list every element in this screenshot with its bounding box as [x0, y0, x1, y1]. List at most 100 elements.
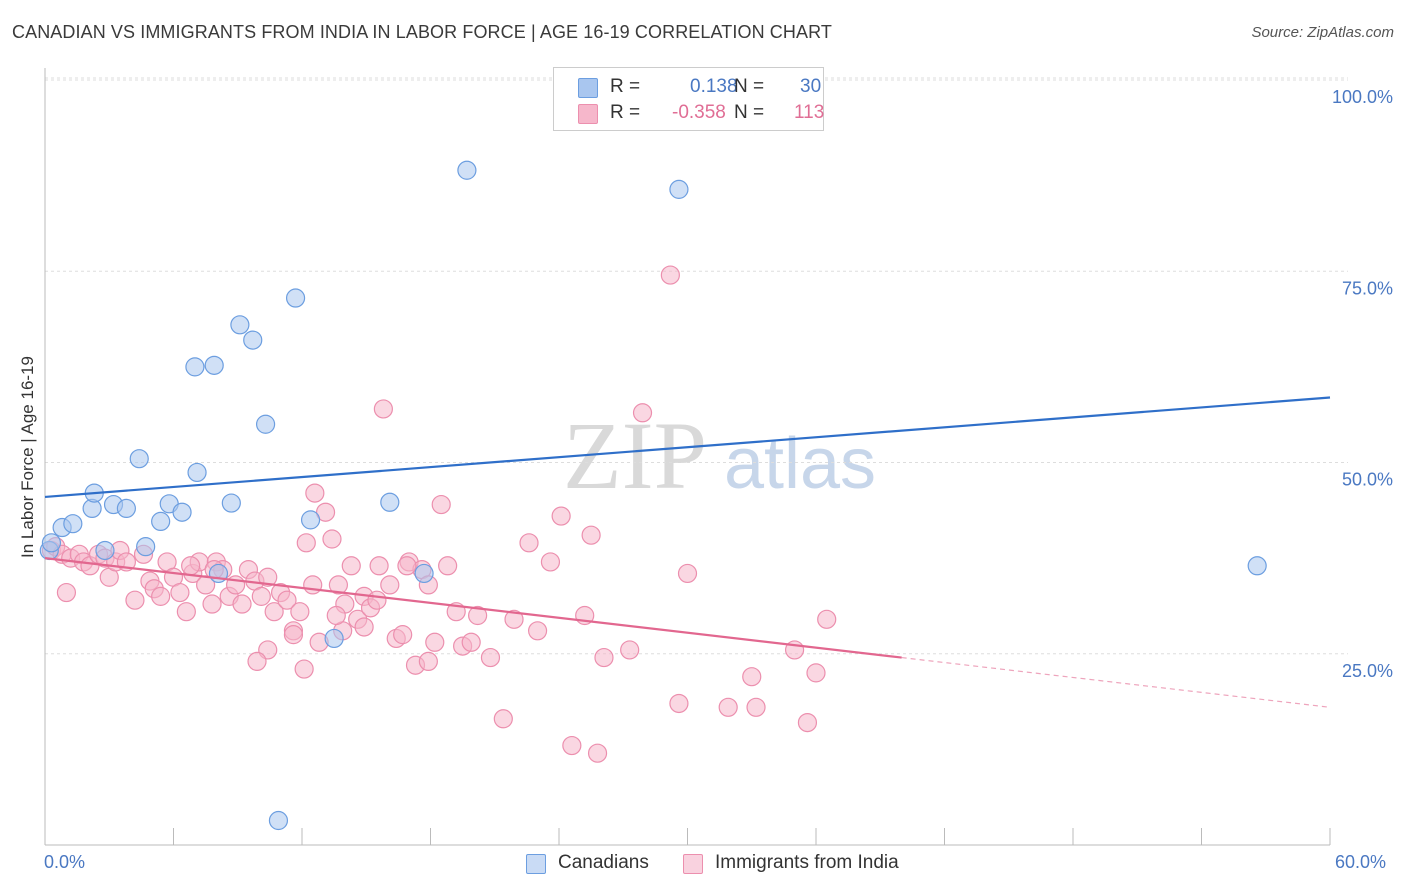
india-point[interactable]	[438, 556, 458, 576]
canadians-point[interactable]	[151, 511, 171, 532]
canadians-point[interactable]	[268, 810, 289, 831]
india-point[interactable]	[468, 605, 488, 626]
india-point[interactable]	[620, 640, 640, 660]
india-point[interactable]	[258, 567, 278, 587]
india-point[interactable]	[660, 265, 680, 285]
india-point[interactable]	[283, 625, 304, 645]
canadians-point[interactable]	[221, 493, 241, 513]
india-point[interactable]	[562, 735, 582, 756]
india-point[interactable]	[461, 632, 481, 652]
india-point[interactable]	[151, 586, 171, 606]
india-point[interactable]	[742, 667, 762, 687]
y-tick-label: 75.0%	[1342, 278, 1393, 298]
india-point[interactable]	[797, 712, 818, 733]
india-point[interactable]	[305, 483, 325, 503]
canadians-point[interactable]	[285, 288, 306, 308]
india-point[interactable]	[202, 594, 222, 614]
india-point[interactable]	[125, 590, 145, 610]
india-point[interactable]	[393, 625, 413, 645]
india-point[interactable]	[294, 659, 314, 679]
canadians-point[interactable]	[300, 510, 321, 530]
canadians-point[interactable]	[1247, 556, 1267, 576]
canadians-point[interactable]	[243, 330, 263, 350]
india-point[interactable]	[315, 502, 336, 522]
india-point[interactable]	[277, 590, 297, 610]
canadians-swatch	[578, 78, 598, 98]
canadians-point[interactable]	[187, 462, 207, 483]
india-point[interactable]	[581, 525, 601, 545]
india-point[interactable]	[369, 556, 389, 576]
india-point[interactable]	[56, 582, 77, 603]
india-point[interactable]	[290, 602, 310, 622]
india-point[interactable]	[328, 575, 349, 595]
india-point[interactable]	[303, 575, 323, 595]
canadians-point[interactable]	[230, 315, 250, 335]
india-point[interactable]	[341, 556, 361, 576]
canadians-point[interactable]	[63, 514, 83, 534]
canadians-point[interactable]	[204, 355, 224, 375]
india-point[interactable]	[504, 609, 524, 629]
canadians-point[interactable]	[414, 563, 434, 584]
canadians-point[interactable]	[129, 449, 149, 469]
india-point[interactable]	[232, 594, 252, 614]
india-point[interactable]	[746, 697, 766, 717]
india-point[interactable]	[373, 399, 393, 419]
india-point[interactable]	[367, 590, 387, 610]
n-value: 30	[800, 76, 822, 97]
india-point[interactable]	[519, 533, 539, 553]
r-value: -0.358	[672, 102, 726, 123]
canadians-point[interactable]	[172, 502, 192, 522]
canadians-point[interactable]	[95, 540, 115, 561]
india-point[interactable]	[632, 403, 653, 423]
india-point[interactable]	[493, 709, 513, 729]
india-point[interactable]	[718, 697, 738, 717]
x-tick-label-min: 0.0%	[44, 852, 86, 872]
india-point[interactable]	[431, 494, 451, 515]
india-point[interactable]	[418, 651, 438, 672]
india-point[interactable]	[425, 632, 445, 652]
canadians-point[interactable]	[457, 160, 477, 180]
n-label: N =	[734, 76, 765, 97]
canadians-trend-line	[44, 396, 1331, 499]
india-point[interactable]	[677, 563, 698, 584]
canadians-point[interactable]	[255, 414, 276, 434]
india-point[interactable]	[551, 506, 571, 526]
india-point[interactable]	[594, 647, 614, 668]
chart-title: CANADIAN VS IMMIGRANTS FROM INDIA IN LAB…	[12, 22, 832, 42]
y-tick-label: 100.0%	[1332, 87, 1393, 107]
india-point[interactable]	[326, 605, 346, 626]
india-point[interactable]	[247, 651, 267, 672]
india-point[interactable]	[806, 663, 826, 683]
source-label: Source: ZipAtlas.com	[1251, 24, 1394, 41]
india-point[interactable]	[170, 582, 190, 603]
india-point[interactable]	[380, 575, 400, 595]
canadians-point[interactable]	[324, 628, 344, 649]
india-point[interactable]	[176, 602, 196, 622]
legend-label-canadians: Canadians	[558, 852, 649, 873]
canadians-point[interactable]	[185, 357, 205, 377]
canadians-point[interactable]	[136, 537, 156, 557]
india-point[interactable]	[322, 529, 342, 549]
canadians-point[interactable]	[41, 533, 62, 553]
india-point[interactable]	[296, 533, 316, 553]
canadians-point[interactable]	[669, 179, 689, 199]
india-point[interactable]	[251, 586, 271, 606]
india-point[interactable]	[527, 621, 548, 641]
india-point[interactable]	[264, 602, 284, 622]
india-point[interactable]	[587, 743, 608, 763]
n-value: 113	[794, 102, 825, 123]
india-point[interactable]	[354, 617, 374, 637]
india-point[interactable]	[669, 693, 689, 714]
india-point[interactable]	[181, 556, 201, 576]
canadians-legend-swatch	[526, 854, 546, 874]
canadians-point[interactable]	[380, 492, 400, 512]
india-point[interactable]	[480, 647, 501, 668]
india-point[interactable]	[817, 609, 837, 629]
r-value: 0.138	[690, 76, 738, 97]
series-legend: Canadians Immigrants from India	[0, 852, 1406, 878]
canadians-point[interactable]	[116, 498, 136, 518]
india-point[interactable]	[397, 556, 417, 576]
india-point[interactable]	[540, 552, 561, 572]
watermark-atlas: atlas	[724, 424, 876, 504]
